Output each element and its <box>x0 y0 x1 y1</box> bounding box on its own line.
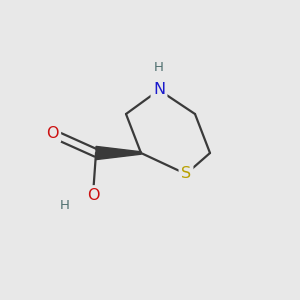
Text: N: N <box>153 82 165 98</box>
Text: O: O <box>87 188 99 202</box>
Text: S: S <box>181 167 191 182</box>
Text: H: H <box>60 199 69 212</box>
Text: H: H <box>154 61 164 74</box>
Text: O: O <box>46 126 59 141</box>
Polygon shape <box>96 146 141 160</box>
